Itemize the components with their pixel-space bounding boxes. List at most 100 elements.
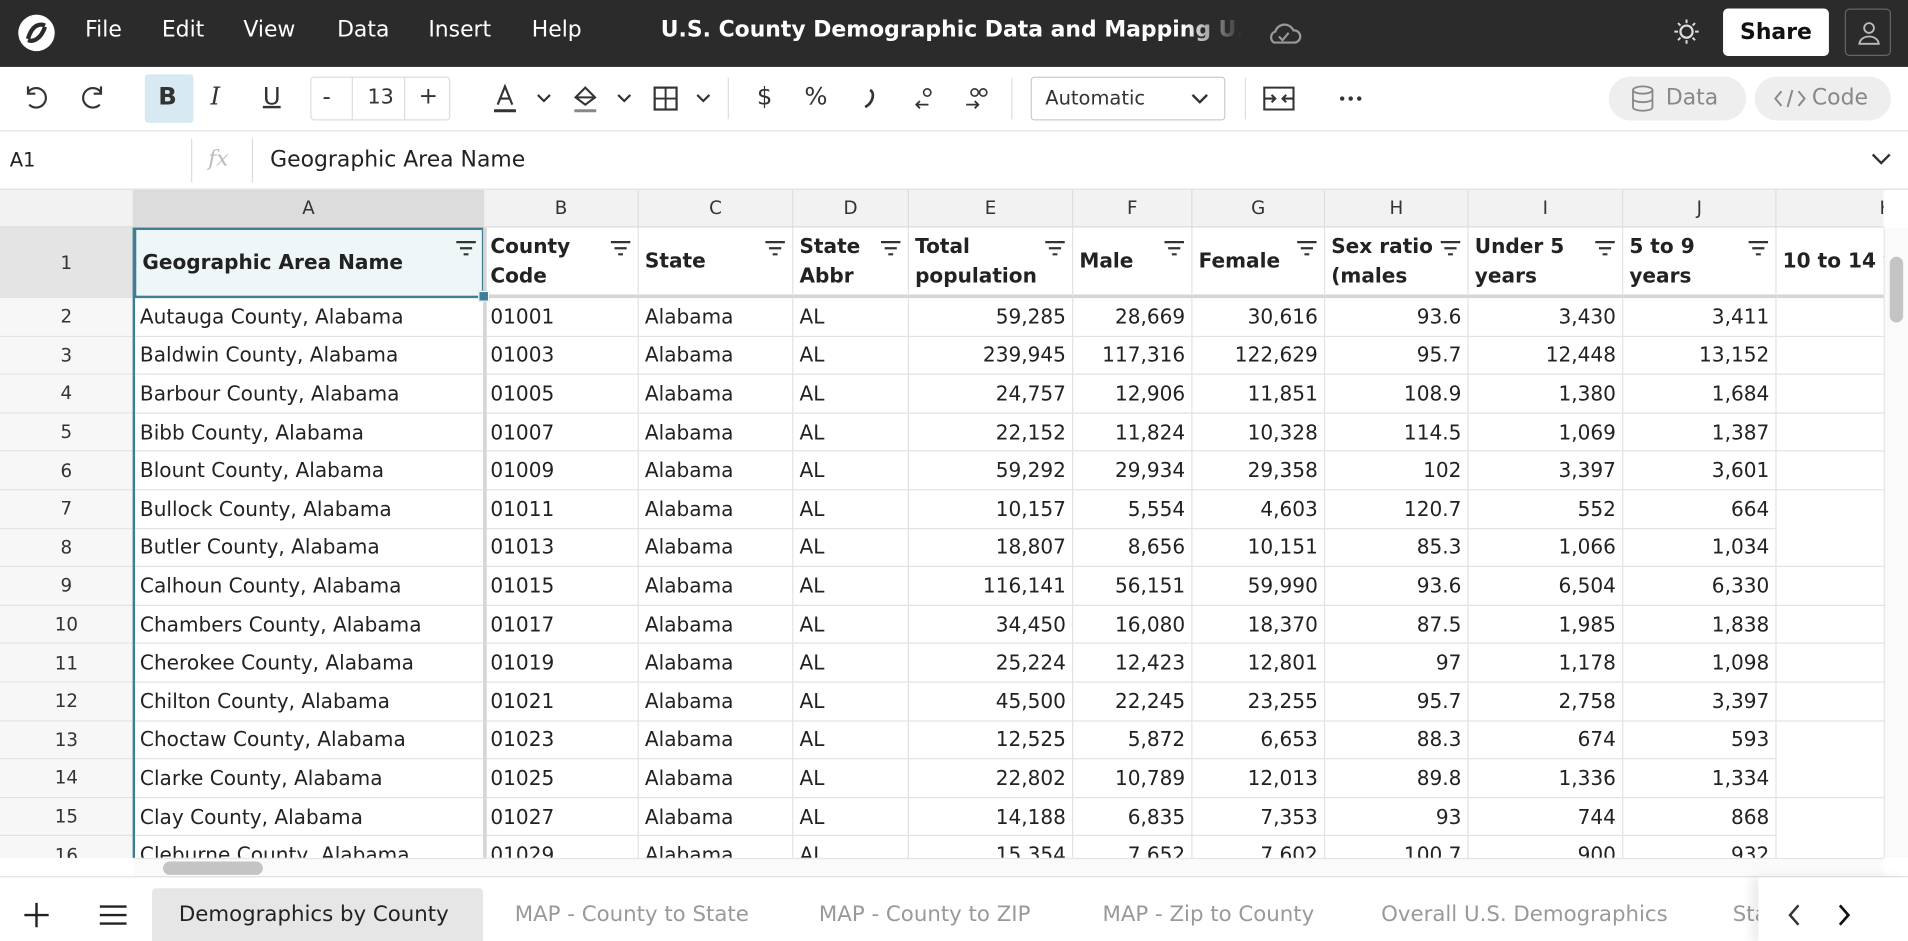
cell[interactable]: 6,330 [1623,567,1777,606]
menu-item[interactable]: File [85,17,122,43]
cell[interactable]: 16, [1776,337,1884,376]
column-header[interactable]: C [638,189,794,228]
cell[interactable]: Alabama [638,375,794,414]
cell[interactable]: 01005 [484,375,639,414]
header-cell[interactable]: Geographic Area Name [133,227,485,299]
cell[interactable]: 1,684 [1623,375,1777,414]
cell[interactable]: 117,316 [1073,336,1193,376]
sheet-tab[interactable]: MAP - County to State [514,902,749,928]
logo[interactable] [17,13,56,52]
cell[interactable]: AL [793,605,909,645]
cell[interactable]: Alabama [638,528,794,568]
cell[interactable]: 89.8 [1325,759,1469,798]
cell[interactable]: AL [793,413,909,452]
tab-controls[interactable] [22,900,132,929]
cell[interactable]: 593 [1623,721,1777,760]
tab-arrows[interactable] [1781,902,1859,929]
cell[interactable]: AL [793,644,909,683]
cell[interactable]: 95.7 [1325,336,1469,376]
cell[interactable]: Chilton County, Alabama [133,682,485,722]
cell[interactable]: 01009 [484,451,639,491]
header-cell[interactable]: Female [1192,227,1326,299]
cell[interactable]: 59,292 [908,451,1074,491]
row-header[interactable]: 3 [0,336,134,376]
cell[interactable]: 14,188 [908,797,1074,837]
cell[interactable]: AL [793,298,909,337]
cell[interactable]: 29,358 [1192,451,1326,491]
cell[interactable]: 12,423 [1073,644,1193,683]
cell[interactable]: 2,758 [1468,682,1624,722]
cell[interactable]: 1,387 [1623,413,1777,452]
cell[interactable]: 23,255 [1192,682,1326,722]
cell[interactable]: Alabama [638,759,794,798]
row-header[interactable]: 13 [0,721,134,760]
cell[interactable]: Alabama [638,567,794,606]
filter-icon[interactable] [880,240,902,257]
column-header[interactable]: E [908,189,1074,228]
row-header[interactable]: 1 [0,227,134,299]
cell[interactable]: Alabama [638,298,794,337]
cell[interactable]: Clarke County, Alabama [133,759,485,798]
percent-button[interactable]: % [804,81,828,111]
sheet-tab[interactable]: MAP - County to ZIP [818,902,1031,928]
row-header[interactable]: 11 [0,644,134,683]
code-button[interactable]: Code [1811,85,1868,111]
cell[interactable]: 12,013 [1192,759,1326,798]
v-scrollbar[interactable] [1883,227,1908,858]
cell[interactable]: Butler County, Alabama [133,528,485,568]
sheet-tab[interactable]: Demographics by County [152,888,484,941]
menu-item[interactable]: Data [337,17,390,43]
bold-button[interactable]: B [158,81,177,111]
cell[interactable]: 93.6 [1325,298,1469,337]
cell[interactable]: 01019 [484,644,639,683]
cell[interactable]: Choctaw County, Alabama [133,721,485,760]
cell[interactable]: 22,152 [908,413,1074,452]
cell[interactable]: 239,945 [908,336,1074,376]
cell[interactable]: Cherokee County, Alabama [133,644,485,683]
column-header[interactable]: I [1468,189,1624,228]
cell[interactable]: 100.7 [1325,836,1469,858]
cell[interactable]: 01015 [484,567,639,606]
cell[interactable]: Alabama [638,682,794,722]
cell[interactable]: Alabama [638,490,794,529]
cell[interactable]: 56,151 [1073,567,1193,606]
cell[interactable]: Alabama [638,336,794,376]
cell[interactable]: 10,151 [1192,528,1326,568]
cell[interactable]: Autauga County, Alabama [133,298,485,337]
data-button[interactable]: Data [1665,85,1719,111]
cell[interactable]: 18,370 [1192,605,1326,645]
italic-button[interactable]: I [210,81,221,111]
cell[interactable]: Barbour County, Alabama [133,375,485,414]
header-cell[interactable]: Sex ratio (males [1325,227,1469,299]
cell[interactable]: AL [793,528,909,568]
cell[interactable]: 12,906 [1073,375,1193,414]
cell[interactable]: 1,380 [1468,375,1624,414]
h-thumb[interactable] [163,861,263,875]
cell[interactable]: 900 [1469,836,1624,858]
cell[interactable]: Alabama [638,605,794,645]
cell[interactable]: AL [793,567,909,606]
cell[interactable]: 1 [1776,413,1884,452]
header-cell[interactable]: County Code [484,227,639,299]
row-header[interactable]: 9 [0,567,134,606]
cell[interactable]: Bibb County, Alabama [133,413,485,452]
expand-chevron[interactable] [1870,152,1892,167]
cell[interactable]: 1,985 [1468,605,1624,645]
formula-content[interactable]: Geographic Area Name [270,147,526,173]
header-cell[interactable]: Under 5 years [1468,227,1624,299]
cell[interactable]: 1,098 [1623,644,1777,683]
column-header[interactable]: F [1073,189,1193,228]
cell[interactable]: 30,616 [1192,298,1326,337]
cell[interactable]: 7 [1776,567,1884,606]
cell[interactable]: 12,448 [1468,336,1624,376]
sheet-tab[interactable]: Sta [1732,902,1768,928]
cell[interactable]: 45,500 [908,682,1074,722]
cell[interactable]: 11,851 [1192,375,1326,414]
cell[interactable]: 7,353 [1192,797,1326,837]
cell[interactable]: 932 [1623,836,1777,858]
cell[interactable]: 2 [1776,606,1884,645]
cell[interactable]: 13,152 [1623,336,1777,376]
cell[interactable]: 01027 [484,797,639,837]
row-header[interactable]: 4 [0,375,134,414]
cell[interactable]: 24,757 [908,375,1074,414]
